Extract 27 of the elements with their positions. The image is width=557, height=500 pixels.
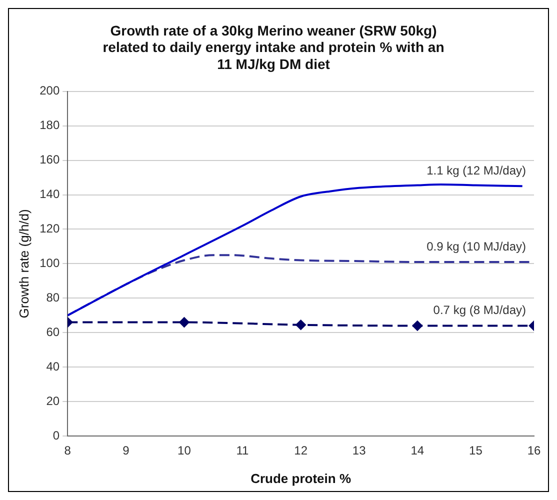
annotation: 0.9 kg (10 MJ/day) — [426, 239, 526, 254]
line-series — [68, 183, 524, 316]
y-tick-label: 20 — [46, 394, 60, 408]
x-axis-title: Crude protein % — [250, 470, 352, 486]
x-tick-label: 16 — [527, 444, 541, 458]
y-tick-label: 100 — [40, 256, 60, 270]
y-tick-label: 40 — [46, 359, 60, 374]
chart-title: Growth rate of a 30kg Merino weaner (SRW 50kg) related to daily energy intake and protein % with an 11 MJ/kg DM diet — [102, 22, 444, 72]
x-tick-label: 10 — [178, 444, 192, 458]
x-tick-label: 11 — [236, 444, 250, 458]
y-tick-label: 140 — [40, 187, 60, 202]
y-tick-label: 80 — [46, 290, 60, 304]
y-tick-label: 0 — [52, 428, 60, 442]
annotation: 1.1 kg (12 MJ/day) — [426, 163, 526, 178]
x-tick-label: 12 — [294, 444, 308, 458]
x-tick-label: 9 — [122, 444, 130, 458]
y-tick-label: 120 — [40, 222, 60, 236]
x-tick-label: 14 — [410, 444, 424, 458]
x-tick-label: 13 — [352, 444, 366, 458]
y-tick-label: 180 — [40, 118, 60, 132]
x-tick-label: 15 — [469, 444, 483, 458]
y-axis-title: Growth rate (g/h/d) — [16, 209, 32, 318]
annotation: 0.7 kg (8 MJ/day) — [433, 303, 526, 318]
x-tick-label: 8 — [64, 444, 72, 458]
y-tick-label: 200 — [40, 84, 60, 98]
y-tick-label: 60 — [46, 324, 60, 339]
y-tick-label: 160 — [40, 152, 60, 167]
